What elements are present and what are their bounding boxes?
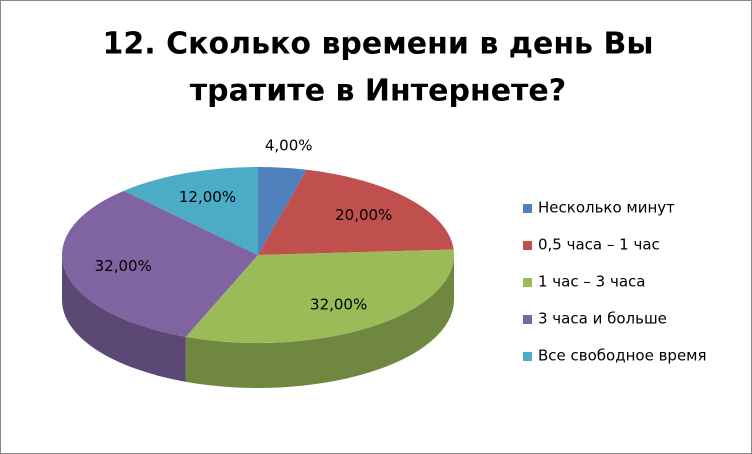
data-label: 32,00% bbox=[310, 295, 367, 313]
data-label: 20,00% bbox=[335, 206, 392, 224]
legend-swatch bbox=[523, 241, 532, 250]
legend-label: 0,5 часа – 1 час bbox=[538, 236, 660, 254]
chart-title: тратите в Интернете? bbox=[190, 74, 566, 109]
slice bbox=[258, 169, 454, 255]
legend-label: Несколько минут bbox=[538, 199, 675, 217]
legend-swatch bbox=[523, 315, 532, 324]
data-label: 12,00% bbox=[179, 188, 236, 206]
data-label: 4,00% bbox=[265, 136, 313, 154]
slice bbox=[61, 190, 258, 337]
slice-side bbox=[61, 255, 186, 382]
legend-label: Все свободное время bbox=[538, 347, 707, 365]
slice bbox=[185, 249, 455, 344]
slice-side bbox=[185, 255, 454, 388]
legend-label: 3 часа и больше bbox=[538, 310, 667, 328]
slice bbox=[258, 167, 307, 255]
legend-swatch bbox=[523, 352, 532, 361]
chart-title: 12. Сколько времени в день Вы bbox=[103, 27, 654, 62]
slice bbox=[123, 167, 258, 255]
legend-swatch bbox=[523, 278, 532, 287]
legend-swatch bbox=[523, 204, 532, 213]
legend-label: 1 час – 3 часа bbox=[538, 273, 645, 291]
data-label: 32,00% bbox=[95, 257, 152, 275]
